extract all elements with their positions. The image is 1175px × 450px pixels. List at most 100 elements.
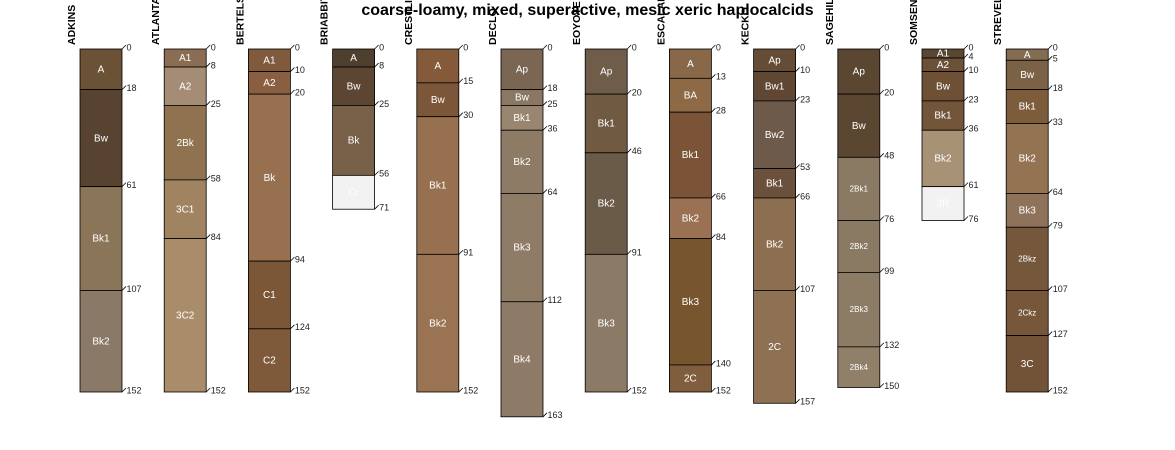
profile-declo: DECLO Ap Bw Bk1 Bk2 Bk3 Bk4 0 18 25 36 64 112 163 xyxy=(487,8,563,420)
depth-tick xyxy=(121,85,127,90)
profile-briabbit: BRIABBIT A Bw Bk Cr 0 8 25 56 71 xyxy=(319,0,390,213)
horizon-2c xyxy=(669,364,712,393)
depth-label: 112 xyxy=(548,295,562,305)
horizon-bk2 xyxy=(669,197,712,239)
depth-label: 0 xyxy=(548,42,553,52)
depth-label: 28 xyxy=(716,106,726,116)
horizon-label: Bw xyxy=(936,81,951,92)
depth-tick xyxy=(542,101,548,106)
depth-label: 76 xyxy=(884,214,894,224)
depth-label: 0 xyxy=(379,42,384,52)
horizon-label: Bk2 xyxy=(92,336,110,347)
depth-label: 163 xyxy=(548,410,563,420)
depth-tick xyxy=(1047,331,1053,336)
depth-label: 13 xyxy=(716,72,726,82)
depth-label: 124 xyxy=(295,322,310,332)
depth-label: 4 xyxy=(969,51,974,61)
depth-label: 94 xyxy=(295,254,305,264)
depth-label: 0 xyxy=(211,42,216,52)
depth-tick xyxy=(205,44,211,50)
depth-tick xyxy=(626,89,632,95)
horizon-label: Bk2 xyxy=(682,213,700,224)
depth-tick xyxy=(711,44,716,50)
depth-label: 91 xyxy=(463,248,473,258)
horizon-label: Bk2 xyxy=(429,318,447,329)
horizon-label: Bw2 xyxy=(765,130,785,141)
profile-name: SOMSEN xyxy=(908,0,920,45)
depth-tick xyxy=(711,387,716,393)
horizon-label: Bk1 xyxy=(766,178,784,189)
depth-tick xyxy=(205,62,211,68)
depth-label: 20 xyxy=(295,88,305,98)
depth-tick xyxy=(626,44,632,50)
depth-tick xyxy=(290,387,295,393)
horizon-label: A1 xyxy=(937,49,950,60)
horizon-label: 2R xyxy=(937,199,950,210)
depth-label: 8 xyxy=(211,60,216,70)
horizon-label: 2C xyxy=(768,342,781,353)
horizon-label: A xyxy=(350,53,357,64)
horizon-label: Bw xyxy=(1020,70,1035,81)
depth-tick xyxy=(374,171,379,176)
depth-tick xyxy=(795,399,800,404)
depth-label: 64 xyxy=(548,187,558,197)
depth-label: 25 xyxy=(211,99,221,109)
depth-tick xyxy=(542,44,548,50)
depth-label: 157 xyxy=(800,397,815,407)
horizon-label: Bk2 xyxy=(766,239,784,250)
horizon-label: A xyxy=(434,61,441,72)
profile-name: BRIABBIT xyxy=(319,0,331,45)
horizon-bk1 xyxy=(79,186,123,291)
depth-label: 5 xyxy=(1053,54,1058,64)
horizon-label: Ap xyxy=(853,67,866,78)
horizon-label: 2Bk4 xyxy=(850,363,869,372)
horizon-label: C2 xyxy=(263,356,276,367)
depth-label: 152 xyxy=(211,385,226,395)
depth-label: 76 xyxy=(969,214,979,224)
depth-tick xyxy=(205,234,211,239)
horizon-bk xyxy=(332,105,376,176)
horizon-2bk1 xyxy=(837,156,881,221)
depth-label: 30 xyxy=(463,110,473,120)
horizon-label: C1 xyxy=(263,290,276,301)
horizon-ap xyxy=(584,48,628,95)
depth-tick xyxy=(374,204,379,210)
depth-tick xyxy=(795,67,800,72)
depth-tick xyxy=(963,44,969,50)
horizon-bk2 xyxy=(753,197,796,291)
horizon-label: 2Bkz xyxy=(1018,254,1036,263)
horizon-label: A2 xyxy=(937,60,950,71)
depth-tick xyxy=(458,44,464,50)
depth-tick xyxy=(1047,387,1053,393)
depth-label: 25 xyxy=(548,99,558,109)
depth-tick xyxy=(963,67,969,72)
horizon-bk2 xyxy=(79,290,123,393)
depth-tick xyxy=(626,250,632,255)
depth-tick xyxy=(205,387,211,393)
depth-tick xyxy=(542,412,548,418)
horizon-label: Bk3 xyxy=(682,297,700,308)
depth-tick xyxy=(374,62,379,68)
depth-tick xyxy=(879,89,885,95)
chart-title: coarse-loamy, mixed, superactive, mesic … xyxy=(361,2,814,19)
depth-tick xyxy=(121,182,127,187)
depth-label: 0 xyxy=(632,42,637,52)
horizon-label: Bk xyxy=(348,136,361,147)
depth-label: 61 xyxy=(127,180,137,190)
horizon-bk3 xyxy=(1005,193,1049,228)
depth-label: 25 xyxy=(379,99,389,109)
horizon-label: A2 xyxy=(263,78,276,89)
horizon-a xyxy=(416,48,460,84)
profile-name: EOYOTE xyxy=(571,1,583,45)
depth-label: 79 xyxy=(1053,221,1063,231)
horizon-ap xyxy=(500,48,544,91)
horizon-bk2 xyxy=(1005,123,1049,194)
horizon-bw2 xyxy=(753,100,796,169)
profile-bertelson: BERTELSON A1 A2 Bk C1 C2 0 10 20 94 124 152 xyxy=(234,0,310,395)
depth-tick xyxy=(1047,85,1053,90)
depth-label: 152 xyxy=(632,385,647,395)
depth-label: 20 xyxy=(884,88,894,98)
horizon-label: A1 xyxy=(179,53,192,64)
depth-tick xyxy=(1047,56,1053,61)
horizon-label: Bk2 xyxy=(934,154,952,165)
